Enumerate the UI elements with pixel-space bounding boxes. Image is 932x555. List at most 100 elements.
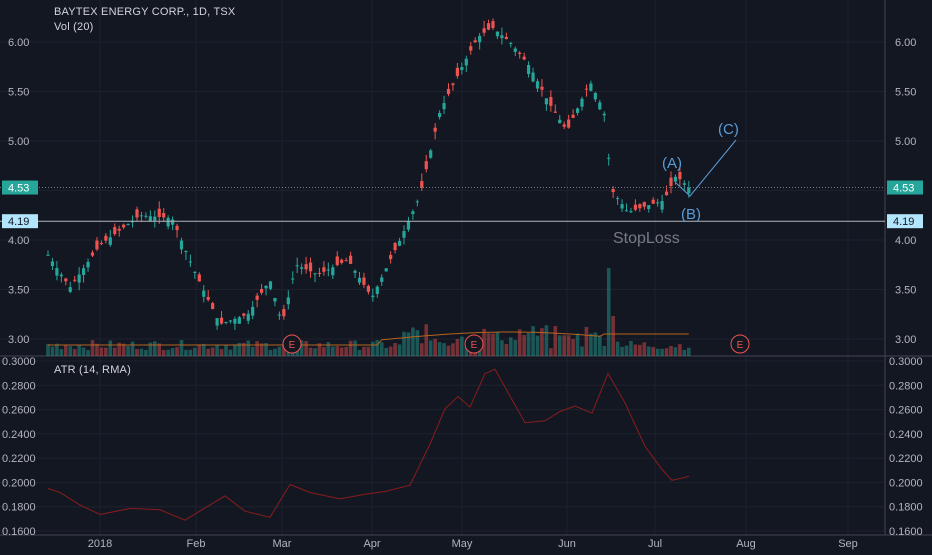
stop-level-badge-right-text: 4.19 bbox=[893, 216, 914, 228]
candle-body bbox=[362, 277, 366, 285]
volume-bar bbox=[326, 342, 331, 356]
candle-body bbox=[251, 306, 255, 316]
candle-body bbox=[687, 187, 691, 194]
volume-bar bbox=[366, 346, 371, 356]
candle-body bbox=[460, 67, 464, 70]
volume-bar bbox=[388, 346, 393, 356]
candle-body bbox=[384, 268, 388, 272]
volume-bar bbox=[491, 333, 495, 356]
candle-body bbox=[117, 228, 121, 231]
volume-bar bbox=[250, 346, 255, 356]
candle-body bbox=[197, 274, 201, 282]
volume-bar bbox=[255, 341, 259, 356]
candle-body bbox=[273, 297, 277, 302]
candle-body bbox=[86, 261, 90, 268]
candle-body bbox=[317, 272, 322, 274]
candle-body bbox=[99, 243, 103, 245]
volume-bar bbox=[375, 340, 380, 356]
candle-body bbox=[73, 279, 77, 281]
candle-body bbox=[397, 240, 402, 246]
time-tick: Feb bbox=[187, 538, 206, 550]
current-price-badge-left-bg bbox=[2, 180, 38, 195]
volume-bar bbox=[664, 348, 669, 356]
axis-layer: 6.006.005.505.505.005.004.504.504.004.00… bbox=[2, 37, 923, 550]
candle-body bbox=[544, 98, 548, 105]
current-price-badge-right-bg bbox=[887, 180, 923, 195]
volume-bar bbox=[517, 329, 522, 356]
candle-body bbox=[237, 317, 241, 324]
volume-layer bbox=[46, 268, 691, 356]
volume-bar bbox=[420, 343, 424, 356]
volume-bar bbox=[242, 343, 246, 356]
atr-tick-right: 0.3000 bbox=[889, 356, 923, 368]
candle-body bbox=[540, 86, 544, 90]
volume-bar bbox=[509, 337, 513, 356]
candle-body bbox=[326, 269, 330, 271]
volume-bar bbox=[322, 347, 326, 356]
candle-body bbox=[219, 317, 224, 324]
volume-bar bbox=[59, 349, 64, 356]
candle-body bbox=[104, 235, 108, 241]
candle-body bbox=[357, 277, 362, 283]
volume-ma-line bbox=[48, 331, 689, 346]
candle-body bbox=[313, 273, 317, 275]
volume-bar bbox=[638, 344, 642, 356]
volume-bar bbox=[268, 349, 273, 356]
atr-tick-right: 0.2200 bbox=[889, 453, 923, 465]
candle-body bbox=[113, 227, 117, 234]
volume-bar bbox=[682, 349, 687, 356]
volume-bar bbox=[210, 347, 215, 356]
candle-body bbox=[144, 215, 148, 217]
candle-body bbox=[224, 322, 228, 324]
volume-bar bbox=[522, 334, 526, 356]
volume-bar bbox=[406, 332, 411, 356]
earnings-marker-circle bbox=[730, 334, 750, 354]
volume-bar bbox=[99, 347, 104, 356]
candle-body bbox=[277, 314, 281, 316]
atr-line bbox=[47, 368, 690, 521]
volume-bar bbox=[282, 344, 286, 356]
candle-body bbox=[620, 204, 624, 209]
candle-body bbox=[95, 240, 99, 250]
volume-bar bbox=[531, 326, 535, 356]
volume-label: Vol (20) bbox=[54, 21, 94, 33]
volume-bar bbox=[357, 349, 362, 356]
candle-body bbox=[464, 58, 468, 66]
volume-bar bbox=[678, 344, 682, 356]
earnings-marker: E bbox=[464, 334, 484, 354]
volume-bar bbox=[277, 346, 282, 356]
volume-bar bbox=[540, 328, 544, 356]
volume-bar bbox=[642, 342, 647, 356]
candle-body bbox=[589, 83, 593, 91]
price-tick-left: 5.00 bbox=[8, 136, 29, 148]
volume-bar bbox=[575, 333, 580, 356]
volume-bar bbox=[437, 342, 442, 356]
price-tick-right: 5.50 bbox=[895, 87, 916, 99]
volume-bar bbox=[95, 343, 99, 356]
volume-bar bbox=[615, 341, 620, 356]
volume-bar bbox=[646, 346, 651, 356]
candle-body bbox=[438, 112, 442, 117]
volume-bar bbox=[273, 348, 277, 356]
candle-body bbox=[353, 270, 357, 273]
candle-body bbox=[633, 204, 637, 210]
candle-body bbox=[518, 52, 522, 55]
candle-body bbox=[371, 295, 375, 298]
candle-body bbox=[126, 224, 130, 226]
candle-body bbox=[451, 83, 455, 86]
candle-body bbox=[64, 278, 68, 282]
volume-bar bbox=[228, 349, 233, 356]
wave-c-label: (C) bbox=[718, 121, 739, 138]
volume-bar bbox=[184, 349, 188, 356]
price-tick-left: 3.00 bbox=[8, 334, 29, 346]
symbol-title: BAYTEX ENERGY CORP., 1D, TSX bbox=[54, 6, 236, 18]
candle-body bbox=[122, 224, 126, 228]
volume-bar bbox=[620, 346, 624, 356]
volume-bar bbox=[362, 346, 366, 356]
candle-body bbox=[215, 318, 219, 326]
volume-bar bbox=[188, 349, 193, 356]
price-tick-left: 6.00 bbox=[8, 37, 29, 49]
volume-bar bbox=[428, 340, 433, 356]
